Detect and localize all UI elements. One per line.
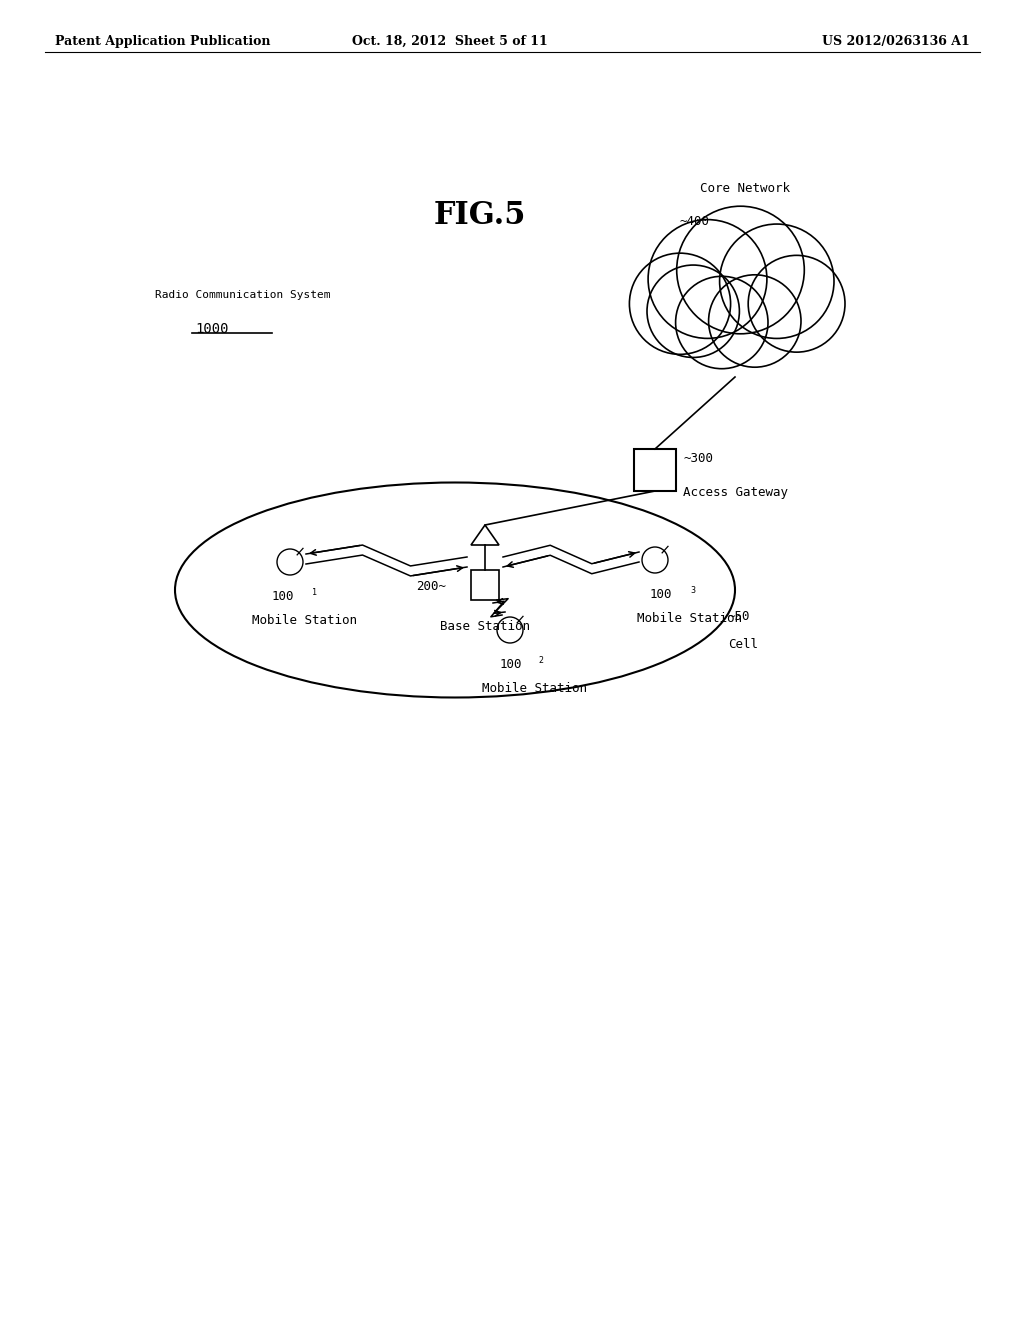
Text: 1000: 1000 [195,322,228,337]
Text: Oct. 18, 2012  Sheet 5 of 11: Oct. 18, 2012 Sheet 5 of 11 [352,36,548,48]
Text: Access Gateway: Access Gateway [683,486,788,499]
Text: 200~: 200~ [416,581,446,594]
Circle shape [676,276,768,368]
Bar [471,570,499,601]
Circle shape [647,265,739,358]
Text: Mobile Station: Mobile Station [637,612,742,624]
Circle shape [648,219,767,338]
Circle shape [630,253,730,354]
Bar [634,449,676,491]
Text: Base Station: Base Station [440,620,530,634]
Circle shape [749,255,845,352]
Circle shape [720,224,834,338]
Text: FIG.5: FIG.5 [434,201,526,231]
Text: Radio Communication System: Radio Communication System [155,290,331,300]
Text: 100: 100 [272,590,295,603]
Text: 3: 3 [690,586,695,595]
Circle shape [677,206,804,334]
Text: Mobile Station: Mobile Station [252,614,357,627]
Text: US 2012/0263136 A1: US 2012/0263136 A1 [822,36,970,48]
Text: ~50: ~50 [728,610,751,623]
Text: 100: 100 [500,657,522,671]
Text: Mobile Station: Mobile Station [482,682,587,696]
Circle shape [709,275,801,367]
Text: 100: 100 [650,587,673,601]
Text: ~400: ~400 [680,215,710,228]
Text: 2: 2 [538,656,543,665]
Text: Cell: Cell [728,638,758,651]
Text: ~300: ~300 [683,451,713,465]
Text: Patent Application Publication: Patent Application Publication [55,36,270,48]
Text: 1: 1 [312,587,317,597]
Text: Core Network: Core Network [700,182,790,195]
